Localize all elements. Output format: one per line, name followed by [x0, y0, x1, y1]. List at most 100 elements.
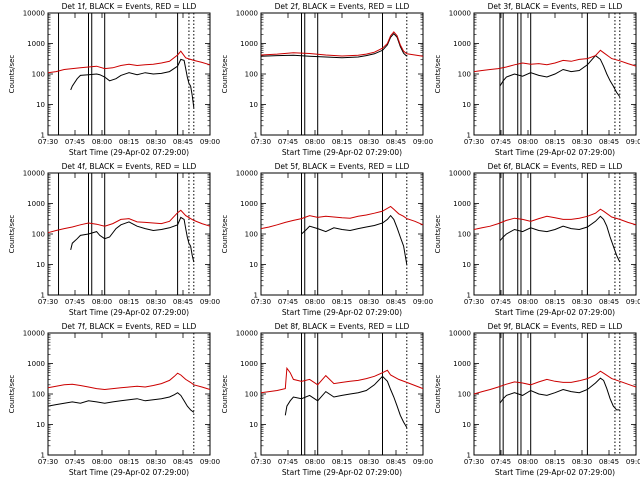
y-tick-label: 100 [32, 71, 45, 79]
x-tick-label: 08:30 [572, 298, 592, 306]
chart-title: Det 4f, BLACK = Events, RED = LLD [61, 162, 197, 171]
y-tick-label: 100 [458, 71, 471, 79]
x-tick-label: 07:45 [65, 138, 85, 146]
x-tick-label: 08:00 [92, 138, 112, 146]
y-tick-label: 1000 [453, 40, 471, 48]
x-tick-label: 08:15 [119, 138, 139, 146]
chart-panel: Det 4f, BLACK = Events, RED = LLD Start T… [0, 160, 220, 320]
chart-panel: Det 1f, BLACK = Events, RED = LLD Start T… [0, 0, 220, 160]
x-axis-label: Start Time (29-Apr-02 07:29:00) [68, 468, 190, 477]
x-tick-label: 08:45 [599, 138, 619, 146]
y-tick-label: 10000 [236, 10, 258, 18]
plot-frame [473, 172, 637, 296]
events-series-line [499, 54, 621, 97]
x-tick-label: 08:30 [572, 458, 592, 466]
x-tick-label: 08:15 [545, 458, 565, 466]
y-tick-label: 10 [36, 421, 45, 429]
y-tick-label: 1 [467, 132, 471, 140]
x-tick-label: 07:45 [491, 298, 511, 306]
plot-frame [260, 12, 424, 136]
x-tick-label: 07:45 [65, 298, 85, 306]
x-tick-label: 07:45 [278, 298, 298, 306]
x-tick-label: 08:00 [305, 298, 325, 306]
y-tick-label: 100 [32, 391, 45, 399]
lld-series-line [260, 366, 424, 394]
x-tick-label: 08:30 [359, 458, 379, 466]
y-tick-label: 100 [458, 391, 471, 399]
x-tick-label: 07:45 [278, 138, 298, 146]
lld-series-line [47, 50, 211, 74]
x-tick-label: 08:15 [545, 138, 565, 146]
y-tick-label: 100 [245, 71, 258, 79]
chart-panel: Det 3f, BLACK = Events, RED = LLD Start T… [426, 0, 640, 160]
lld-series-line [473, 208, 637, 230]
y-tick-label: 1000 [27, 200, 45, 208]
x-tick-label: 07:30 [464, 298, 484, 306]
x-tick-label: 08:00 [518, 138, 538, 146]
y-tick-label: 1000 [453, 360, 471, 368]
x-tick-label: 08:15 [119, 298, 139, 306]
x-tick-label: 08:30 [572, 138, 592, 146]
x-tick-label: 08:30 [146, 458, 166, 466]
plot-svg: 1 10 100 1000 10000 07:30 07:45 08:00 08:15 08:30… [23, 330, 220, 467]
plot-svg: 1 10 100 1000 10000 07:30 07:45 08:00 08:15 08:30… [236, 330, 433, 467]
x-tick-label: 08:30 [146, 298, 166, 306]
x-tick-label: 09:00 [413, 458, 433, 466]
y-tick-label: 1000 [453, 200, 471, 208]
x-tick-label: 08:30 [146, 138, 166, 146]
y-tick-label: 1000 [240, 40, 258, 48]
x-tick-label: 07:30 [251, 138, 271, 146]
x-tick-label: 09:00 [626, 138, 640, 146]
x-tick-label: 07:30 [38, 138, 58, 146]
events-series-line [70, 216, 195, 263]
y-tick-label: 10 [249, 101, 258, 109]
x-axis-label: Start Time (29-Apr-02 07:29:00) [281, 468, 403, 477]
x-tick-label: 08:30 [359, 298, 379, 306]
y-tick-label: 1 [467, 292, 471, 300]
y-tick-label: 10 [36, 261, 45, 269]
y-tick-label: 1 [254, 292, 258, 300]
y-tick-label: 1000 [27, 40, 45, 48]
x-tick-label: 08:15 [332, 458, 352, 466]
x-tick-label: 08:00 [305, 458, 325, 466]
lld-series-line [47, 209, 211, 234]
events-series-line [70, 58, 195, 108]
y-tick-label: 1 [41, 452, 45, 460]
y-tick-label: 100 [245, 231, 258, 239]
x-tick-label: 07:45 [65, 458, 85, 466]
events-series-line [47, 392, 195, 413]
chart-title: Det 7f, BLACK = Events, RED = LLD [61, 322, 197, 331]
x-tick-label: 07:45 [491, 138, 511, 146]
y-tick-label: 10 [249, 261, 258, 269]
plot-svg: 1 10 100 1000 10000 07:30 07:45 08:00 08:15 08:30… [23, 10, 220, 147]
chart-panel: Det 6f, BLACK = Events, RED = LLD Start T… [426, 160, 640, 320]
x-tick-label: 08:45 [386, 138, 406, 146]
x-tick-label: 09:00 [200, 458, 220, 466]
x-axis-label: Start Time (29-Apr-02 07:29:00) [68, 148, 190, 157]
x-tick-label: 08:45 [173, 138, 193, 146]
x-tick-label: 09:00 [626, 458, 640, 466]
events-series-line [284, 375, 408, 428]
y-tick-label: 10000 [23, 10, 45, 18]
x-tick-label: 08:45 [599, 458, 619, 466]
y-tick-label: 1000 [27, 360, 45, 368]
chart-title: Det 8f, BLACK = Events, RED = LLD [274, 322, 410, 331]
y-tick-label: 1 [41, 132, 45, 140]
chart-title: Det 9f, BLACK = Events, RED = LLD [487, 322, 623, 331]
x-tick-label: 07:30 [38, 298, 58, 306]
x-tick-label: 09:00 [626, 298, 640, 306]
lld-series-line [473, 370, 637, 395]
x-tick-label: 07:30 [38, 458, 58, 466]
y-tick-label: 1000 [240, 360, 258, 368]
plot-svg: 1 10 100 1000 10000 07:30 07:45 08:00 08:15 08:30… [449, 10, 640, 147]
y-tick-label: 1000 [240, 200, 258, 208]
chart-title: Det 2f, BLACK = Events, RED = LLD [274, 2, 410, 11]
y-tick-label: 1 [254, 452, 258, 460]
plot-frame [260, 172, 424, 296]
lld-series-line [473, 49, 637, 73]
x-tick-label: 07:30 [251, 298, 271, 306]
y-tick-label: 10000 [236, 170, 258, 178]
x-tick-label: 08:45 [599, 298, 619, 306]
x-tick-label: 07:30 [464, 138, 484, 146]
x-tick-label: 08:45 [386, 298, 406, 306]
